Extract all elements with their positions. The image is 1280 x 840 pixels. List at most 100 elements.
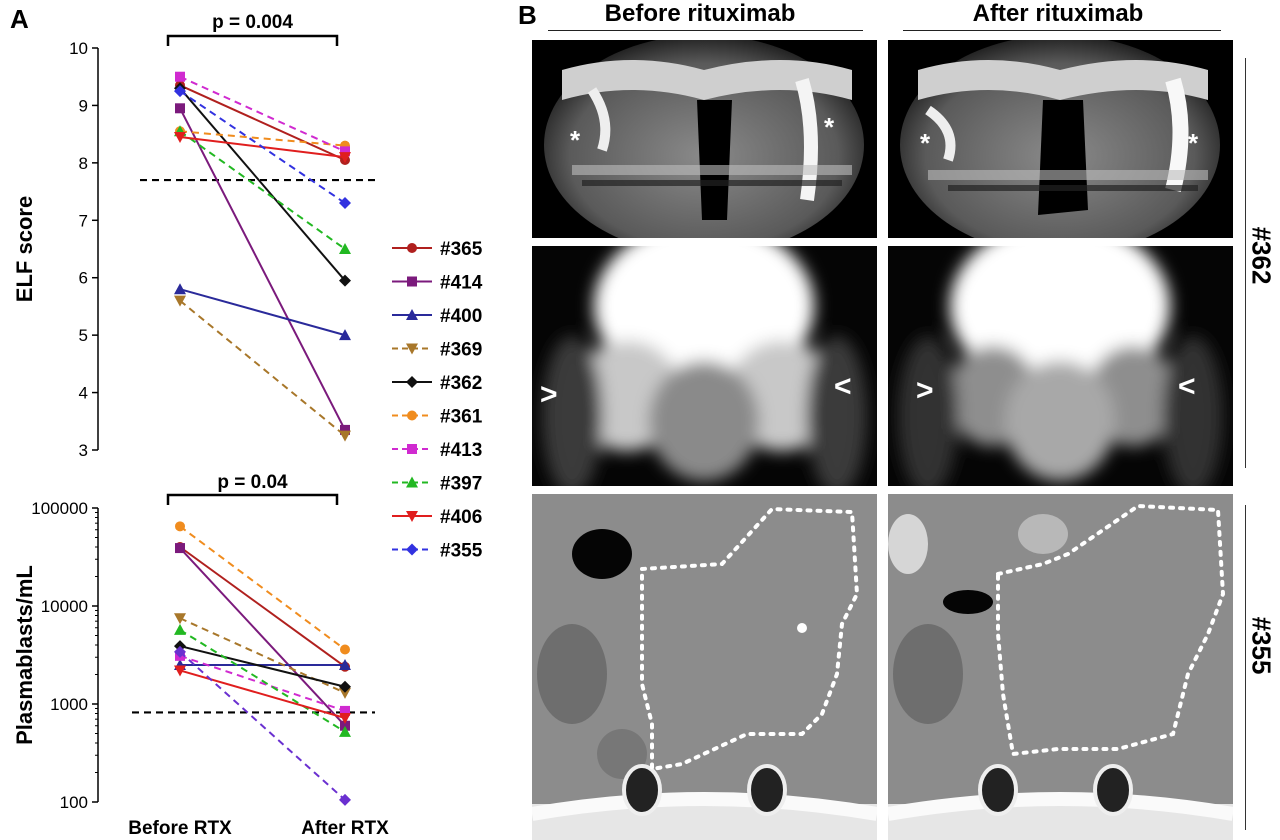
column-header-before: Before rituximab <box>604 0 796 27</box>
data-point <box>339 725 351 737</box>
chevron-marker-right: < <box>1178 370 1196 403</box>
y-tick-label: 100000 <box>31 499 88 518</box>
data-point <box>174 623 186 635</box>
y-axis-label: ELF score <box>12 196 37 302</box>
data-point <box>339 712 351 724</box>
legend-marker <box>406 309 418 320</box>
series-line <box>179 288 346 337</box>
data-point <box>174 295 186 307</box>
x-category-label: Before RTX <box>128 818 232 839</box>
ct-axial-after <box>888 494 1233 840</box>
data-point <box>174 85 186 98</box>
y-axis-label: Plasmablasts/mL <box>12 565 37 745</box>
chevron-marker-left: > <box>540 378 558 411</box>
y-tick-label: 8 <box>79 154 88 173</box>
data-point <box>339 197 351 210</box>
legend-label: #414 <box>440 273 483 294</box>
data-point <box>340 720 350 731</box>
asterisk-marker-left: * <box>920 128 931 158</box>
data-point <box>175 103 185 114</box>
series-line <box>179 90 346 204</box>
data-point <box>339 680 351 693</box>
data-point <box>339 430 351 442</box>
case-rule-355 <box>1245 505 1246 830</box>
series-line <box>179 645 346 688</box>
chevron-marker-left: > <box>916 374 934 407</box>
legend-marker <box>406 476 418 488</box>
series-line <box>179 669 346 719</box>
y-tick-label: 4 <box>79 384 88 403</box>
legend-marker <box>406 543 418 556</box>
data-point <box>339 243 351 254</box>
pet-coronal-after: > < <box>888 246 1233 486</box>
column-rule-after <box>903 30 1221 31</box>
y-tick-label: 10 <box>69 39 88 58</box>
legend-marker <box>407 410 417 421</box>
legend-marker <box>407 444 417 454</box>
significance-label: p = 0.04 <box>217 472 288 493</box>
ct-coronal-before: * * <box>532 40 877 238</box>
asterisk-marker-left: * <box>570 125 581 155</box>
legend-label: #362 <box>440 373 482 394</box>
series-line <box>179 84 346 161</box>
series-line <box>179 546 346 668</box>
series-line <box>179 299 346 437</box>
legend-label: #369 <box>440 340 482 361</box>
y-tick-label: 6 <box>79 269 88 288</box>
data-point <box>340 644 350 655</box>
asterisk-marker-right: * <box>1188 128 1199 158</box>
data-point <box>339 793 351 806</box>
legend-marker <box>407 276 417 287</box>
data-point <box>174 283 186 295</box>
legend-label: #397 <box>440 474 482 495</box>
data-point <box>174 132 186 144</box>
data-point <box>339 687 351 699</box>
y-tick-label: 100 <box>60 793 88 812</box>
ct-axial-before <box>532 494 877 840</box>
panel-label-a: A <box>10 4 29 34</box>
column-rule-before <box>548 30 863 31</box>
x-category-label: After RTX <box>301 818 389 839</box>
legend-label: #400 <box>440 306 482 327</box>
data-point <box>339 329 351 341</box>
legend-marker <box>406 511 418 522</box>
y-tick-label: 3 <box>79 441 88 460</box>
series-line <box>179 547 346 727</box>
legend-label: #365 <box>440 239 483 260</box>
data-point <box>174 645 186 658</box>
y-tick-label: 5 <box>79 326 88 345</box>
series-line <box>179 107 346 431</box>
series-line <box>179 629 346 733</box>
column-header-after: After rituximab <box>972 0 1144 27</box>
y-tick-label: 10000 <box>41 597 88 616</box>
pet-coronal-before: > < <box>532 246 877 486</box>
significance-bracket <box>166 34 339 46</box>
data-point <box>174 613 186 625</box>
series-line <box>179 130 346 147</box>
data-point <box>340 424 350 435</box>
data-point <box>339 152 351 164</box>
legend-label: #413 <box>440 440 482 461</box>
case-rule-362 <box>1245 58 1246 468</box>
panel-label-b: B <box>518 0 537 30</box>
case-label-355: #355 <box>1246 616 1277 675</box>
legend-marker <box>407 243 417 253</box>
data-point <box>175 521 185 532</box>
legend-marker <box>406 343 418 355</box>
legend-marker <box>406 376 418 388</box>
legend-label: #406 <box>440 507 482 528</box>
chevron-marker-right: < <box>834 370 852 403</box>
y-tick-label: 7 <box>79 211 88 230</box>
asterisk-marker-right: * <box>824 112 835 142</box>
legend-label: #355 <box>440 541 483 562</box>
data-point <box>175 543 185 554</box>
significance-label: p = 0.004 <box>212 12 293 33</box>
significance-bracket <box>166 493 339 505</box>
series-line <box>179 130 346 250</box>
panel-a-charts: 3 4 5 6 7 8 9 10 ELF score p = 0.004 100 1000 10000 1… <box>12 12 483 839</box>
series-line <box>179 87 346 282</box>
series-line <box>179 75 346 153</box>
series-line <box>179 651 346 801</box>
data-point <box>339 659 351 671</box>
data-point <box>340 146 350 157</box>
